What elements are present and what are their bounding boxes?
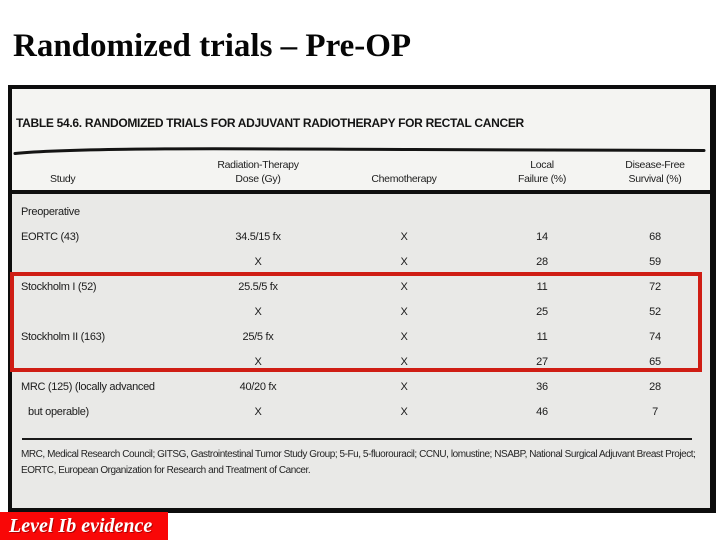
table-caption: TABLE 54.6. RANDOMIZED TRIALS FOR ADJUVA… [16,116,524,130]
column-header-line: Dose (Gy) [235,173,281,185]
evidence-banner: Level Ib evidence [0,512,168,540]
cell-dfs [600,200,710,225]
cell-dose: X [254,306,262,318]
footnote-divider-rule [22,438,692,440]
column-header-local-failure: Local Failure (%) [484,158,600,186]
table-row: Preoperative [12,200,710,225]
cell-dose: X [254,406,262,418]
highlight-box [10,272,702,372]
cell-dose [192,200,324,225]
header-divider-rule [12,190,710,194]
table-footnote: MRC, Medical Research Council; GITSG, Ga… [21,449,696,476]
table-title-rule [13,147,706,155]
cell-chemotherapy: X [400,331,408,343]
cell-dose: 40/20 fx [239,381,277,393]
column-header-line: Failure (%) [517,173,567,185]
slide-title: Randomized trials – Pre-OP [13,28,412,64]
table-row: MRC (125) (locally advanced 40/20 fx X 3… [12,375,710,400]
cell-dose: 25.5/5 fx [238,281,278,293]
evidence-banner-label: Level Ib evidence [9,514,153,537]
cell-study: but operable) [28,406,89,418]
cell-local-failure: 27 [536,356,548,368]
cell-chemotherapy: X [400,281,408,293]
table-scan-figure: TABLE 54.6. RANDOMIZED TRIALS FOR ADJUVA… [8,85,716,513]
cell-dfs: 28 [649,381,661,393]
cell-dfs: 74 [649,331,661,343]
column-header-chemotherapy: Chemotherapy [324,172,484,186]
table-row: X X 27 65 [12,350,710,375]
cell-dfs: 59 [649,256,661,268]
cell-dfs: 72 [649,281,661,293]
column-header-line: Disease-Free [625,159,685,171]
table-row: X X 25 52 [12,300,710,325]
table-row: Stockholm I (52) 25.5/5 fx X 11 72 [12,275,710,300]
table-body-section: Preoperative EORTC (43) 34.5/15 fx X 14 … [12,194,710,508]
cell-chemotherapy: X [400,406,408,418]
cell-chemotherapy: X [400,306,408,318]
table-row: EORTC (43) 34.5/15 fx X 14 68 [12,225,710,250]
cell-local-failure: 28 [536,256,548,268]
cell-dose: X [254,256,262,268]
cell-local-failure [484,200,600,225]
cell-dose: 25/5 fx [242,331,274,343]
table-row: but operable) X X 46 7 [12,400,710,425]
column-header-line: Survival (%) [628,173,682,185]
cell-local-failure: 11 [536,281,548,293]
cell-local-failure: 14 [536,231,548,243]
cell-chemotherapy [324,200,484,225]
cell-dfs: 7 [652,406,658,418]
cell-chemotherapy: X [400,256,408,268]
column-header-line: Radiation-Therapy [217,159,299,171]
cell-chemotherapy: X [400,356,408,368]
cell-dose: 34.5/15 fx [235,231,281,243]
column-header-dose: Radiation-Therapy Dose (Gy) [192,158,324,186]
cell-dfs: 52 [649,306,661,318]
column-header-line: Local [530,159,554,171]
column-header-line: Study [50,173,76,185]
cell-chemotherapy: X [400,381,408,393]
column-header-row: Study Radiation-Therapy Dose (Gy) Chemot… [12,158,710,186]
cell-chemotherapy: X [400,231,408,243]
cell-study: Preoperative [21,206,80,218]
cell-dose: X [254,356,262,368]
cell-study: MRC (125) (locally advanced [21,381,155,393]
cell-study: Stockholm II (163) [21,331,105,343]
column-header-study: Study [12,172,192,186]
cell-local-failure: 46 [536,406,548,418]
cell-local-failure: 36 [536,381,548,393]
table-row: X X 28 59 [12,250,710,275]
table-header-section: TABLE 54.6. RANDOMIZED TRIALS FOR ADJUVA… [12,89,710,190]
cell-local-failure: 25 [536,306,548,318]
cell-dfs: 68 [649,231,661,243]
column-header-line: Chemotherapy [371,173,437,185]
column-header-disease-free-survival: Disease-Free Survival (%) [600,158,710,186]
table-row: Stockholm II (163) 25/5 fx X 11 74 [12,325,710,350]
cell-study: EORTC (43) [21,231,79,243]
cell-dfs: 65 [649,356,661,368]
cell-study: Stockholm I (52) [21,281,97,293]
cell-local-failure: 11 [536,331,548,343]
